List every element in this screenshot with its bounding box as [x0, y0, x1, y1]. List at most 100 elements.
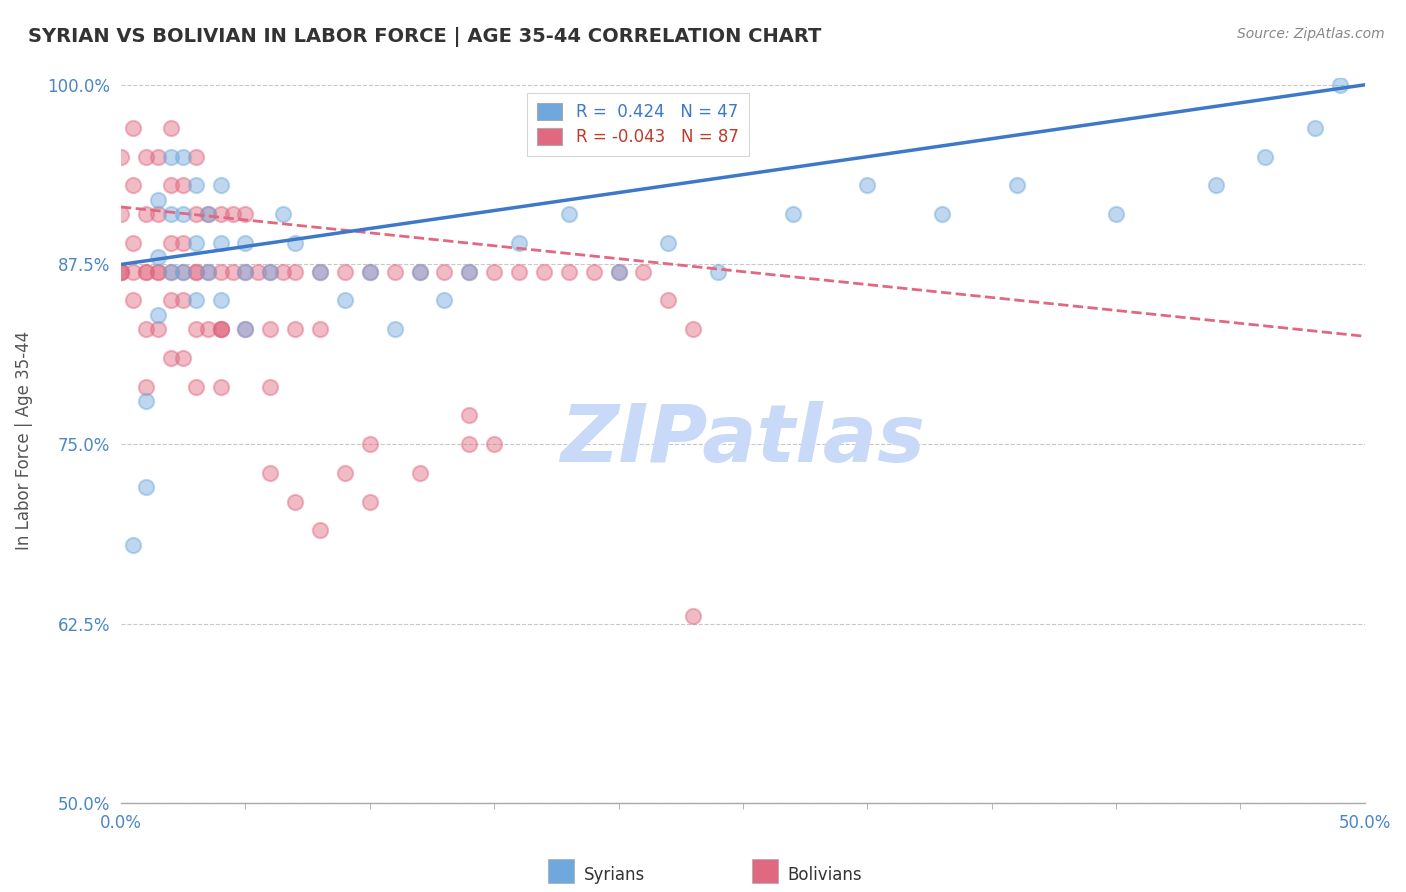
- Point: [1205, 178, 1227, 193]
- Point: [607, 265, 630, 279]
- Point: [197, 207, 219, 221]
- Point: [558, 207, 581, 221]
- Point: [607, 265, 630, 279]
- Point: [209, 207, 232, 221]
- Point: [184, 293, 207, 308]
- Point: [110, 265, 132, 279]
- Point: [458, 265, 481, 279]
- Point: [172, 178, 194, 193]
- Point: [284, 235, 307, 250]
- Point: [135, 265, 157, 279]
- Point: [309, 322, 332, 336]
- Point: [359, 265, 381, 279]
- Point: [172, 235, 194, 250]
- Point: [284, 322, 307, 336]
- Point: [184, 207, 207, 221]
- Point: [159, 178, 181, 193]
- Point: [333, 265, 356, 279]
- Point: [184, 322, 207, 336]
- Point: [359, 437, 381, 451]
- Point: [333, 466, 356, 480]
- Point: [197, 322, 219, 336]
- Point: [235, 322, 257, 336]
- Point: [184, 150, 207, 164]
- Point: [148, 265, 170, 279]
- Point: [271, 207, 294, 221]
- Point: [184, 265, 207, 279]
- Point: [259, 265, 281, 279]
- Point: [159, 293, 181, 308]
- Legend: R =  0.424   N = 47, R = -0.043   N = 87: R = 0.424 N = 47, R = -0.043 N = 87: [527, 94, 748, 156]
- Point: [782, 207, 804, 221]
- Point: [482, 437, 505, 451]
- Point: [209, 379, 232, 393]
- Point: [582, 265, 605, 279]
- Point: [122, 293, 145, 308]
- Point: [159, 120, 181, 135]
- Point: [271, 265, 294, 279]
- Point: [235, 322, 257, 336]
- Point: [246, 265, 269, 279]
- Point: [197, 265, 219, 279]
- Point: [508, 235, 530, 250]
- Point: [408, 265, 430, 279]
- Point: [148, 207, 170, 221]
- Point: [209, 322, 232, 336]
- Point: [209, 293, 232, 308]
- Point: [359, 494, 381, 508]
- Point: [1005, 178, 1028, 193]
- Point: [172, 351, 194, 365]
- Point: [135, 393, 157, 408]
- Point: [931, 207, 953, 221]
- Point: [122, 120, 145, 135]
- Text: Source: ZipAtlas.com: Source: ZipAtlas.com: [1237, 27, 1385, 41]
- Point: [284, 265, 307, 279]
- Point: [1254, 150, 1277, 164]
- Point: [458, 437, 481, 451]
- Y-axis label: In Labor Force | Age 35-44: In Labor Force | Age 35-44: [15, 331, 32, 550]
- Point: [209, 265, 232, 279]
- Point: [657, 293, 679, 308]
- Point: [433, 265, 456, 279]
- Point: [533, 265, 555, 279]
- Point: [222, 265, 245, 279]
- Point: [209, 235, 232, 250]
- Point: [148, 322, 170, 336]
- Point: [122, 538, 145, 552]
- Point: [197, 265, 219, 279]
- Point: [184, 235, 207, 250]
- Point: [333, 293, 356, 308]
- Point: [110, 150, 132, 164]
- Point: [135, 480, 157, 494]
- Point: [259, 379, 281, 393]
- Point: [159, 207, 181, 221]
- Point: [856, 178, 879, 193]
- Point: [309, 265, 332, 279]
- Point: [433, 293, 456, 308]
- Point: [1105, 207, 1128, 221]
- Point: [209, 322, 232, 336]
- Point: [657, 235, 679, 250]
- Point: [148, 308, 170, 322]
- Point: [172, 150, 194, 164]
- Point: [209, 322, 232, 336]
- Point: [122, 178, 145, 193]
- Point: [172, 207, 194, 221]
- Point: [122, 235, 145, 250]
- Point: [135, 150, 157, 164]
- Point: [284, 494, 307, 508]
- Point: [508, 265, 530, 279]
- Point: [458, 409, 481, 423]
- Point: [482, 265, 505, 279]
- Point: [184, 265, 207, 279]
- Point: [159, 265, 181, 279]
- Point: [122, 265, 145, 279]
- Point: [172, 265, 194, 279]
- Point: [707, 265, 730, 279]
- Point: [235, 265, 257, 279]
- Point: [110, 207, 132, 221]
- Point: [408, 265, 430, 279]
- Point: [184, 178, 207, 193]
- Point: [135, 322, 157, 336]
- Point: [135, 379, 157, 393]
